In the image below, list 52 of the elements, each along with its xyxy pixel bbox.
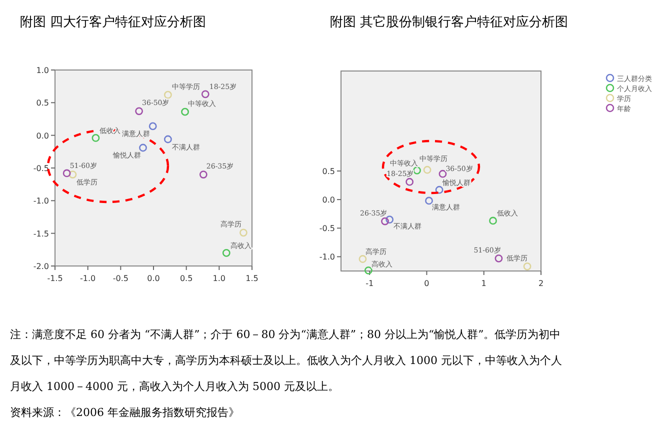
point [68, 170, 77, 178]
x-tick-label: -0.5 [112, 274, 128, 283]
x-tick-label: -1.5 [47, 274, 63, 283]
chart-title: 附图 四大行客户特征对应分析图 [20, 14, 206, 30]
y-tick-label: 0.5 [322, 167, 335, 176]
point [148, 122, 157, 130]
chart-title: 附图 其它股份制银行客户特征对应分析图 [330, 14, 568, 30]
y-tick-label: -1.0 [33, 196, 49, 206]
y-tick-label: 0.0 [36, 131, 49, 140]
y-tick-label: 0.0 [322, 196, 335, 205]
point [222, 248, 230, 257]
y-tick-label: -0.5 [33, 164, 49, 173]
point [423, 166, 432, 174]
point [199, 170, 208, 178]
point [425, 196, 433, 205]
point [489, 216, 497, 225]
text: 注：满意度不足 60 分者为 “不满人群”；介于 60－80 分为“满意人群”；80 分以上为“愉悦人群”。低学历为初中及以下，中等学历为职高中大专，高学历为本科硕士及以上。低收入为个人月收入 1000 元以下，中等收入为个人月收入 1000－4000 元，高收入为个人月收入为 5000 元及以上。 [10, 327, 563, 395]
point [164, 90, 172, 99]
point [62, 169, 71, 178]
x-tick-label: 0.5 [180, 274, 193, 283]
point [92, 134, 100, 142]
point [381, 217, 389, 226]
x-tick-label: 2 [538, 279, 544, 288]
point [358, 255, 367, 263]
point [181, 108, 189, 116]
point [135, 107, 144, 116]
y-tick-label: 1.0 [36, 66, 49, 75]
point [413, 166, 421, 174]
point [164, 135, 172, 144]
x-tick-label: 1 [481, 279, 486, 288]
x-tick-label: 0.0 [147, 274, 160, 283]
text: 资料来源：《2006 年金融服务指数研究报告》 [10, 405, 240, 421]
x-tick-label: -1 [366, 279, 374, 288]
point [364, 266, 372, 274]
point [406, 178, 414, 186]
x-tick-label: 0 [424, 279, 430, 288]
y-tick-label: -2.0 [33, 262, 49, 271]
point [201, 90, 210, 98]
point [438, 170, 447, 178]
point [435, 186, 444, 194]
point [139, 144, 147, 152]
y-tick-label: -1.0 [319, 252, 335, 262]
y-tick-label: -1.5 [33, 229, 49, 238]
x-tick-label: -1.0 [80, 274, 96, 283]
y-tick-label: 0.5 [36, 98, 49, 108]
point [494, 254, 503, 262]
point [523, 262, 532, 270]
y-tick-label: -0.5 [319, 224, 335, 234]
x-tick-label: 1.0 [212, 274, 226, 283]
point [386, 216, 394, 224]
point [240, 228, 248, 237]
x-tick-label: 1.5 [246, 274, 258, 283]
